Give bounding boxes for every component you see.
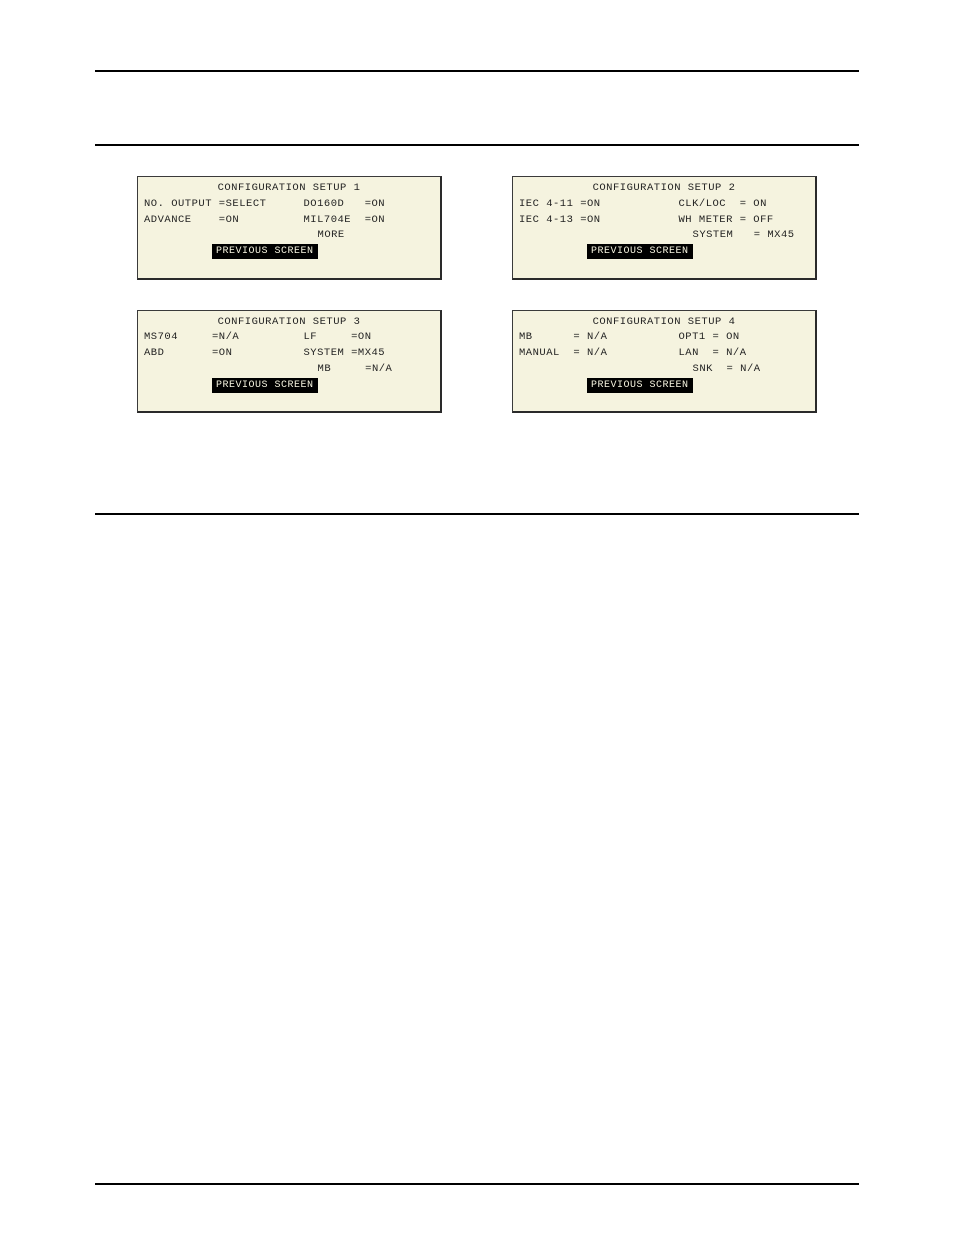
lcd-title: CONFIGURATION SETUP 3 (144, 315, 434, 331)
page: CONFIGURATION SETUP 1 NO. OUTPUT =SELECT… (0, 0, 954, 1235)
lcd-cell-left: ADVANCE =ON (144, 213, 304, 229)
lcd-cell-right: SYSTEM =MX45 (304, 346, 435, 362)
lcd-footer-left: PREVIOUS SCREEN (144, 228, 318, 275)
lcd-cell-right: WH METER = OFF (679, 213, 810, 229)
body-rule (95, 513, 859, 515)
header-spacing (95, 72, 859, 132)
lcd-title: CONFIGURATION SETUP 4 (519, 315, 809, 331)
previous-screen-button[interactable]: PREVIOUS SCREEN (212, 244, 318, 259)
lcd-panel-config-4: CONFIGURATION SETUP 4 MB = N/A OPT1 = ON… (512, 310, 817, 414)
lcd-cell-left: NO. OUTPUT =SELECT (144, 197, 304, 213)
lcd-cell-right: OPT1 = ON (679, 330, 810, 346)
lcd-footer-right: SNK = N/A (693, 362, 824, 409)
lcd-cell-left: IEC 4-13 =ON (519, 213, 679, 229)
lcd-footer-right: MB =N/A (318, 362, 449, 409)
lcd-row: MB = N/A OPT1 = ON (519, 330, 809, 346)
lcd-row: ABD =ON SYSTEM =MX45 (144, 346, 434, 362)
lcd-cell-left: IEC 4-11 =ON (519, 197, 679, 213)
lcd-footer-row: PREVIOUS SCREEN MB =N/A (144, 362, 434, 409)
lcd-cell-left: MB = N/A (519, 330, 679, 346)
lcd-footer-row: PREVIOUS SCREEN MORE (144, 228, 434, 275)
lcd-cell-right: LF =ON (304, 330, 435, 346)
lcd-cell-right: DO160D =ON (304, 197, 435, 213)
lcd-row: NO. OUTPUT =SELECT DO160D =ON (144, 197, 434, 213)
lcd-footer-right[interactable]: MORE (318, 228, 449, 275)
lcd-cell-right: CLK/LOC = ON (679, 197, 810, 213)
lcd-row: IEC 4-11 =ON CLK/LOC = ON (519, 197, 809, 213)
previous-screen-button[interactable]: PREVIOUS SCREEN (212, 378, 318, 393)
footer-rule (95, 1183, 859, 1185)
lcd-cell-right: MIL704E =ON (304, 213, 435, 229)
lcd-panel-config-1: CONFIGURATION SETUP 1 NO. OUTPUT =SELECT… (137, 176, 442, 280)
header-rule-bottom (95, 144, 859, 146)
previous-screen-button[interactable]: PREVIOUS SCREEN (587, 244, 693, 259)
lcd-cell-left: MS704 =N/A (144, 330, 304, 346)
lcd-footer-left: PREVIOUS SCREEN (519, 228, 693, 275)
lcd-cell-right: LAN = N/A (679, 346, 810, 362)
lcd-row: ADVANCE =ON MIL704E =ON (144, 213, 434, 229)
lcd-row: MANUAL = N/A LAN = N/A (519, 346, 809, 362)
lcd-title: CONFIGURATION SETUP 2 (519, 181, 809, 197)
lcd-panel-config-2: CONFIGURATION SETUP 2 IEC 4-11 =ON CLK/L… (512, 176, 817, 280)
lcd-title: CONFIGURATION SETUP 1 (144, 181, 434, 197)
lcd-footer-left: PREVIOUS SCREEN (144, 362, 318, 409)
lcd-row: IEC 4-13 =ON WH METER = OFF (519, 213, 809, 229)
previous-screen-button[interactable]: PREVIOUS SCREEN (587, 378, 693, 393)
lcd-row: MS704 =N/A LF =ON (144, 330, 434, 346)
lcd-footer-row: PREVIOUS SCREEN SYSTEM = MX45 (519, 228, 809, 275)
lcd-footer-row: PREVIOUS SCREEN SNK = N/A (519, 362, 809, 409)
lcd-cell-left: ABD =ON (144, 346, 304, 362)
lcd-panels-grid: CONFIGURATION SETUP 1 NO. OUTPUT =SELECT… (95, 176, 859, 413)
lcd-cell-left: MANUAL = N/A (519, 346, 679, 362)
lcd-panel-config-3: CONFIGURATION SETUP 3 MS704 =N/A LF =ON … (137, 310, 442, 414)
lcd-footer-left: PREVIOUS SCREEN (519, 362, 693, 409)
lcd-footer-right: SYSTEM = MX45 (693, 228, 824, 275)
page-footer (95, 1183, 859, 1185)
